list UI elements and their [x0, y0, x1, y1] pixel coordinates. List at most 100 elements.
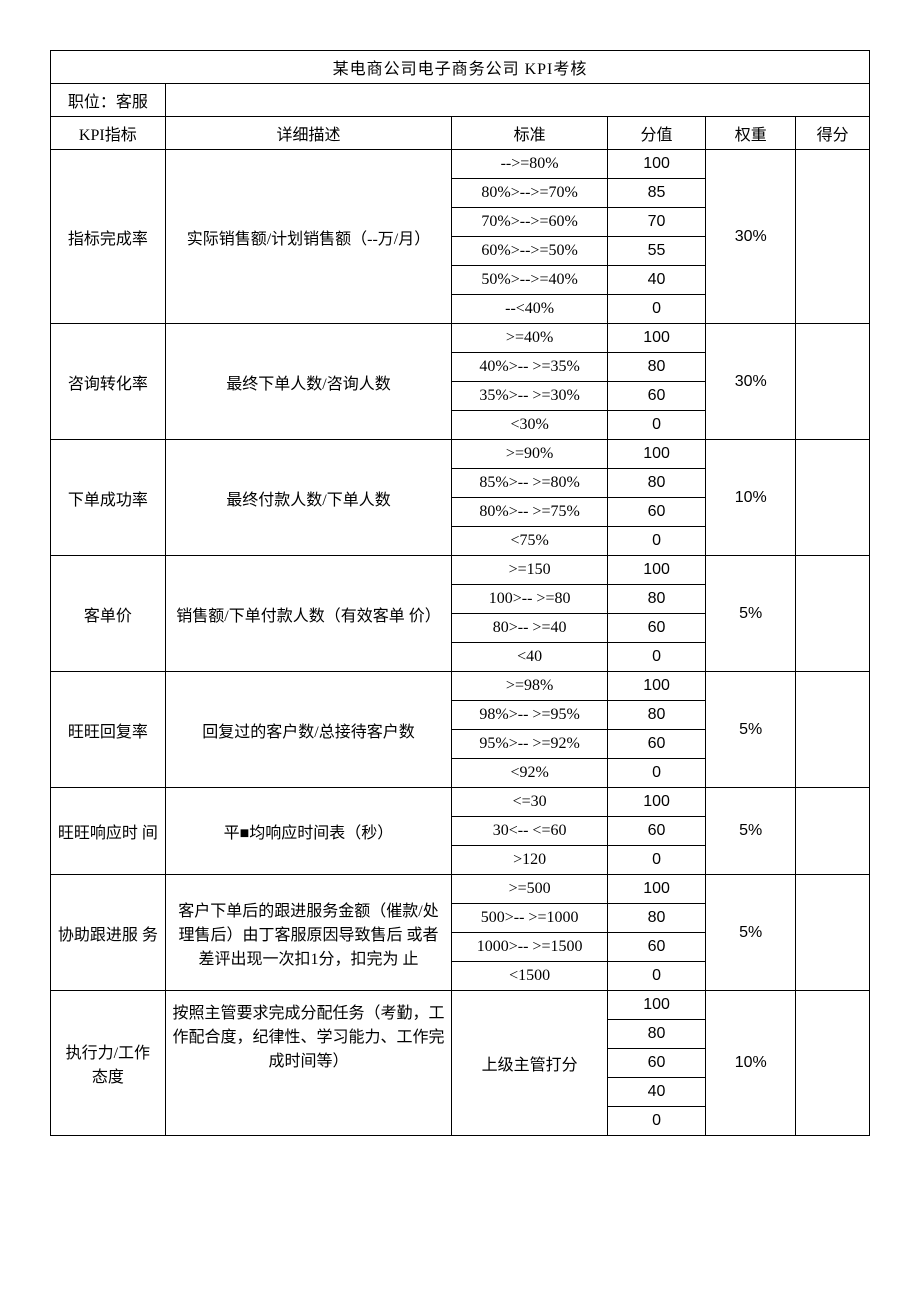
standard-cell: 80>-- >=40 [452, 614, 608, 643]
standard-cell: <1500 [452, 962, 608, 991]
metric-name: 客单价 [51, 556, 166, 672]
standard-cell: 80%>-- >=75% [452, 498, 608, 527]
weight-cell: 10% [706, 440, 796, 556]
header-score: 分值 [607, 117, 705, 150]
weight-cell: 5% [706, 672, 796, 788]
score-cell: 0 [607, 1107, 705, 1136]
metric-desc: 客户下单后的跟进服务金额（催款/处理售后）由丁客服原因导致售后 或者差评出现一次… [165, 875, 452, 991]
standard-cell: 上级主管打分 [452, 991, 608, 1136]
table-row: 旺旺回复率 回复过的客户数/总接待客户数 >=98% 100 5% [51, 672, 870, 701]
standard-cell: --<40% [452, 295, 608, 324]
score-cell: 60 [607, 817, 705, 846]
standard-cell: >=500 [452, 875, 608, 904]
metric-desc: 按照主管要求完成分配任务（考勤，工作配合度，纪律性、学习能力、工作完成时间等） [165, 991, 452, 1136]
position-label: 职位：客服 [51, 84, 166, 117]
score-cell: 0 [607, 759, 705, 788]
header-kpi: KPI指标 [51, 117, 166, 150]
standard-cell: 70%>-->=60% [452, 208, 608, 237]
metric-name: 旺旺回复率 [51, 672, 166, 788]
standard-cell: <40 [452, 643, 608, 672]
standard-cell: <=30 [452, 788, 608, 817]
standard-cell: 85%>-- >=80% [452, 469, 608, 498]
score-cell: 0 [607, 962, 705, 991]
weight-cell: 5% [706, 556, 796, 672]
score-cell: 80 [607, 904, 705, 933]
header-row: KPI指标 详细描述 标准 分值 权重 得分 [51, 117, 870, 150]
page-title: 某电商公司电子商务公司 KPI考核 [51, 51, 870, 84]
header-weight: 权重 [706, 117, 796, 150]
score-cell: 100 [607, 788, 705, 817]
score-cell: 100 [607, 875, 705, 904]
metric-desc: 实际销售额/计划销售额（--万/月） [165, 150, 452, 324]
score-cell: 80 [607, 701, 705, 730]
table-row: 旺旺响应时 间 平■均响应时间表（秒） <=30 100 5% [51, 788, 870, 817]
table-row: 指标完成率 实际销售额/计划销售额（--万/月） -->=80% 100 30% [51, 150, 870, 179]
position-empty [165, 84, 869, 117]
metric-name: 下单成功率 [51, 440, 166, 556]
score-cell: 60 [607, 933, 705, 962]
standard-cell: 1000>-- >=1500 [452, 933, 608, 962]
standard-cell: 50%>-->=40% [452, 266, 608, 295]
score-cell: 55 [607, 237, 705, 266]
weight-cell: 10% [706, 991, 796, 1136]
table-row: 协助跟进服 务 客户下单后的跟进服务金额（催款/处理售后）由丁客服原因导致售后 … [51, 875, 870, 904]
header-detail: 详细描述 [165, 117, 452, 150]
score-cell: 0 [607, 411, 705, 440]
result-cell [796, 991, 870, 1136]
score-cell: 60 [607, 614, 705, 643]
standard-cell: 40%>-- >=35% [452, 353, 608, 382]
metric-desc: 回复过的客户数/总接待客户数 [165, 672, 452, 788]
weight-cell: 30% [706, 324, 796, 440]
result-cell [796, 150, 870, 324]
score-cell: 60 [607, 1049, 705, 1078]
score-cell: 60 [607, 730, 705, 759]
score-cell: 0 [607, 643, 705, 672]
score-cell: 80 [607, 353, 705, 382]
score-cell: 40 [607, 266, 705, 295]
metric-desc: 最终下单人数/咨询人数 [165, 324, 452, 440]
table-row: 咨询转化率 最终下单人数/咨询人数 >=40% 100 30% [51, 324, 870, 353]
score-cell: 80 [607, 585, 705, 614]
standard-cell: 80%>-->=70% [452, 179, 608, 208]
score-cell: 60 [607, 498, 705, 527]
result-cell [796, 440, 870, 556]
score-cell: 0 [607, 527, 705, 556]
standard-cell: <30% [452, 411, 608, 440]
standard-cell: >=98% [452, 672, 608, 701]
metric-desc: 销售额/下单付款人数（有效客单 价） [165, 556, 452, 672]
standard-cell: >=150 [452, 556, 608, 585]
metric-name: 执行力/工作 态度 [51, 991, 166, 1136]
score-cell: 100 [607, 991, 705, 1020]
score-cell: 100 [607, 672, 705, 701]
standard-cell: 95%>-- >=92% [452, 730, 608, 759]
standard-cell: 30<-- <=60 [452, 817, 608, 846]
score-cell: 100 [607, 440, 705, 469]
kpi-table: 某电商公司电子商务公司 KPI考核 职位：客服 KPI指标 详细描述 标准 分值… [50, 50, 870, 1136]
position-row: 职位：客服 [51, 84, 870, 117]
standard-cell: >=40% [452, 324, 608, 353]
score-cell: 0 [607, 295, 705, 324]
score-cell: 100 [607, 324, 705, 353]
metric-name: 指标完成率 [51, 150, 166, 324]
table-row: 下单成功率 最终付款人数/下单人数 >=90% 100 10% [51, 440, 870, 469]
score-cell: 0 [607, 846, 705, 875]
score-cell: 60 [607, 382, 705, 411]
table-row: 客单价 销售额/下单付款人数（有效客单 价） >=150 100 5% [51, 556, 870, 585]
weight-cell: 5% [706, 875, 796, 991]
result-cell [796, 788, 870, 875]
metric-name: 旺旺响应时 间 [51, 788, 166, 875]
title-row: 某电商公司电子商务公司 KPI考核 [51, 51, 870, 84]
standard-cell: -->=80% [452, 150, 608, 179]
header-result: 得分 [796, 117, 870, 150]
standard-cell: >120 [452, 846, 608, 875]
score-cell: 85 [607, 179, 705, 208]
score-cell: 70 [607, 208, 705, 237]
standard-cell: 100>-- >=80 [452, 585, 608, 614]
weight-cell: 5% [706, 788, 796, 875]
metric-name: 协助跟进服 务 [51, 875, 166, 991]
score-cell: 40 [607, 1078, 705, 1107]
score-cell: 80 [607, 469, 705, 498]
header-standard: 标准 [452, 117, 608, 150]
standard-cell: <92% [452, 759, 608, 788]
standard-cell: 60%>-->=50% [452, 237, 608, 266]
